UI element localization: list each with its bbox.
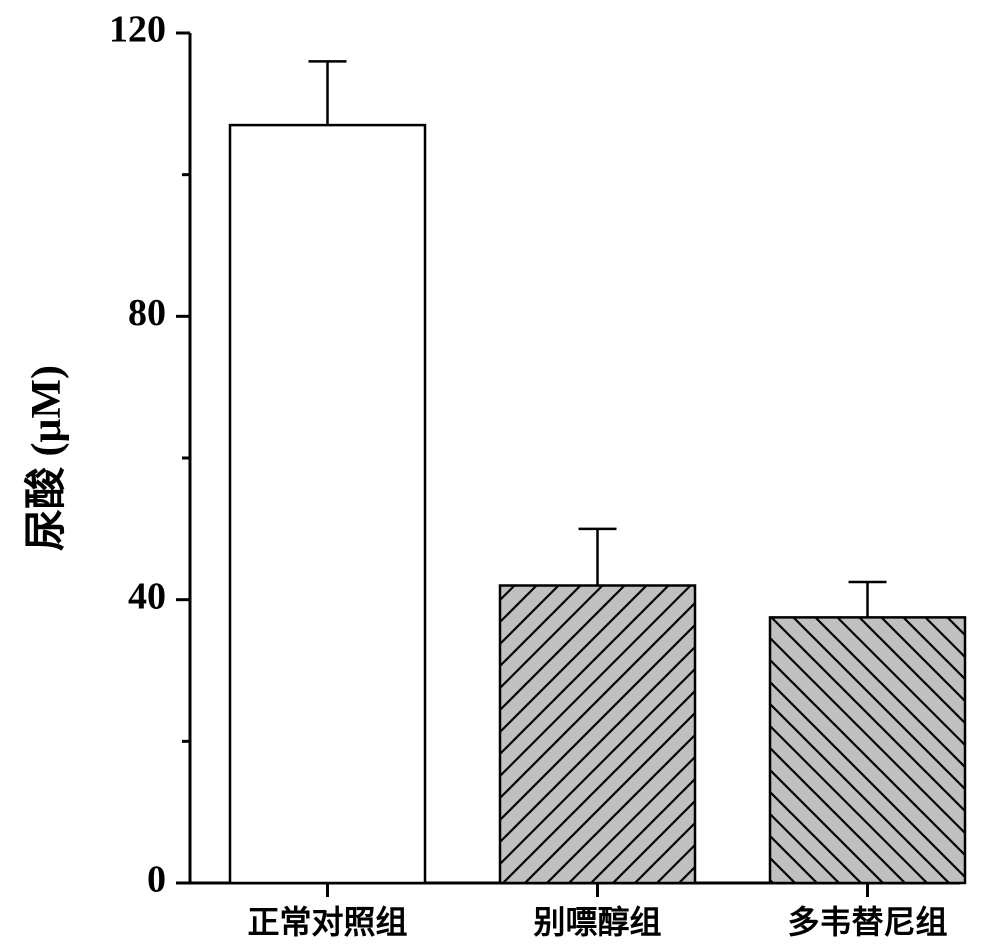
bar: [500, 586, 695, 884]
x-tick-label: 正常对照组: [247, 904, 407, 940]
x-tick-label: 别嘌醇组: [533, 904, 661, 940]
bar: [770, 617, 965, 883]
y-tick-label: 40: [128, 575, 166, 617]
y-tick-label: 0: [147, 859, 166, 901]
y-tick-label: 120: [109, 9, 166, 51]
bar: [230, 125, 425, 883]
y-axis-label: 尿酸 (μM): [23, 365, 70, 551]
uric-acid-bar-chart: 0 40 80 120 尿酸 (μM) 正常对照组 别嘌醇组 多韦替尼组: [0, 0, 1000, 952]
y-tick-label: 80: [128, 292, 166, 334]
x-tick-label: 多韦替尼组: [787, 904, 947, 940]
